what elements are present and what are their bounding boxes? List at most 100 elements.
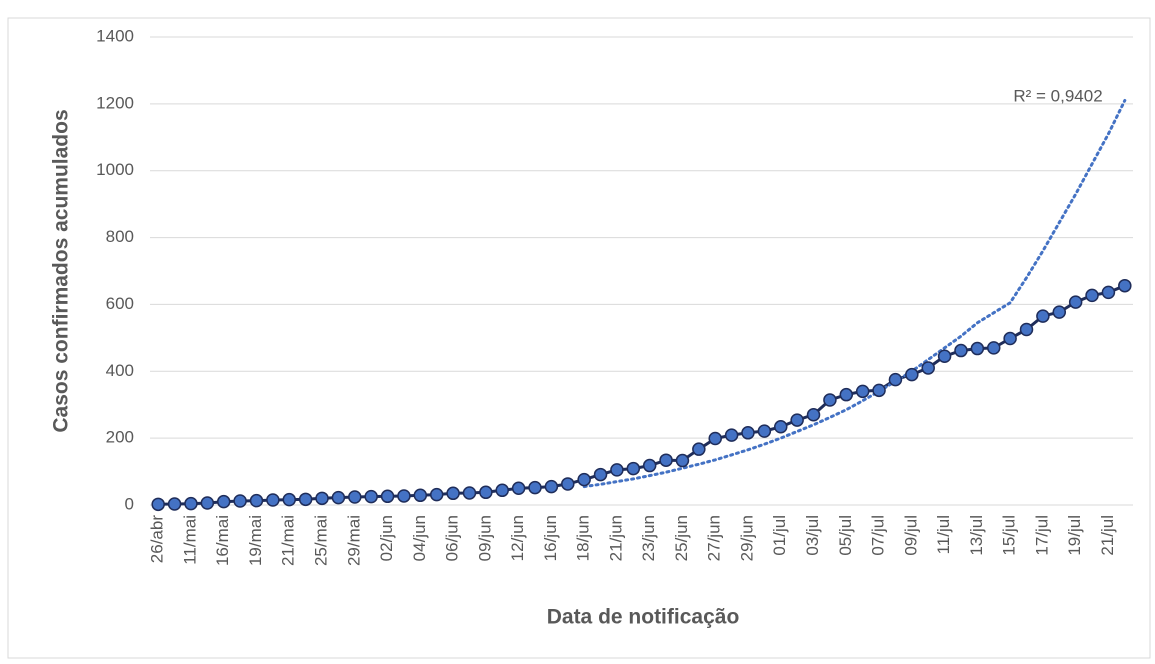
y-tick-label: 600 xyxy=(106,294,134,313)
marker xyxy=(1036,309,1050,323)
y-tick-label: 0 xyxy=(125,494,134,513)
x-tick-label: 12/jun xyxy=(508,515,527,561)
x-tick-label: 11/jul xyxy=(934,515,953,554)
marker xyxy=(167,497,182,511)
x-axis-title: Data de notificação xyxy=(547,606,740,629)
marker xyxy=(1085,288,1099,303)
x-tick-label: 01/jul xyxy=(770,515,789,556)
y-tick-label: 200 xyxy=(106,428,134,447)
y-axis-title: Casos confirmados acumulados xyxy=(50,109,73,432)
trend-line xyxy=(582,99,1127,489)
marker xyxy=(724,428,739,442)
marker xyxy=(348,490,362,504)
x-tick-label: 11/mai xyxy=(180,515,199,565)
y-tick-label: 1200 xyxy=(96,93,134,112)
marker xyxy=(659,453,673,467)
marker xyxy=(954,343,968,358)
x-tick-label: 25/mai xyxy=(312,515,331,566)
x-tick-label: 15/jul xyxy=(1000,515,1019,556)
marker xyxy=(642,458,657,473)
marker xyxy=(298,492,313,507)
marker xyxy=(610,463,624,477)
x-tick-label: 18/jun xyxy=(574,515,593,561)
marker xyxy=(397,489,411,503)
y-tick-label: 400 xyxy=(106,361,134,380)
marker xyxy=(905,367,919,382)
marker xyxy=(1068,295,1083,309)
marker xyxy=(282,492,297,507)
marker xyxy=(708,431,722,446)
marker xyxy=(233,494,247,508)
x-tick-label: 21/mai xyxy=(279,515,298,566)
marker xyxy=(626,461,641,476)
marker xyxy=(561,477,575,491)
x-tick-label: 17/jul xyxy=(1032,515,1051,556)
marker xyxy=(577,472,591,487)
x-tick-label: 21/jun xyxy=(606,515,625,561)
marker xyxy=(216,494,231,509)
marker xyxy=(692,442,706,456)
marker xyxy=(1052,305,1067,319)
marker xyxy=(511,481,526,496)
marker xyxy=(315,491,329,506)
x-tick-label: 27/jun xyxy=(705,515,724,561)
marker xyxy=(806,407,821,422)
x-tick-label: 07/jul xyxy=(869,515,888,556)
x-tick-label: 09/jul xyxy=(901,515,920,556)
x-tick-label: 21/jul xyxy=(1098,515,1117,556)
x-tick-label: 16/jun xyxy=(541,515,560,561)
marker xyxy=(1003,331,1017,346)
marker xyxy=(1118,278,1132,293)
marker xyxy=(446,486,460,501)
marker xyxy=(364,489,378,504)
x-tick-label: 05/jul xyxy=(836,515,855,556)
y-tick-label: 1400 xyxy=(96,26,134,45)
marker xyxy=(888,372,903,387)
x-tick-label: 16/mai xyxy=(213,515,232,566)
marker xyxy=(462,486,477,500)
marker xyxy=(380,489,395,504)
marker xyxy=(429,487,444,502)
marker xyxy=(1019,322,1034,337)
marker xyxy=(790,413,804,427)
marker xyxy=(528,480,542,495)
x-tick-label: 06/jun xyxy=(443,515,462,561)
marker xyxy=(1101,285,1116,300)
marker xyxy=(200,496,215,510)
x-tick-label: 13/jul xyxy=(967,515,986,556)
marker xyxy=(331,490,346,505)
x-tick-label: 19/mai xyxy=(246,515,265,566)
marker xyxy=(151,497,165,512)
x-tick-label: 29/mai xyxy=(344,515,363,566)
marker xyxy=(544,479,559,494)
marker xyxy=(970,341,985,356)
x-tick-label: 03/jul xyxy=(803,515,822,556)
x-tick-label: 09/jun xyxy=(475,515,494,561)
y-tick-label: 1000 xyxy=(96,160,134,179)
marker xyxy=(855,384,870,399)
y-tick-label: 800 xyxy=(106,227,134,246)
x-tick-label: 23/jun xyxy=(639,515,658,561)
marker xyxy=(986,341,1001,355)
marker xyxy=(675,453,690,468)
x-tick-label: 19/jul xyxy=(1065,515,1084,556)
marker xyxy=(839,387,854,402)
marker xyxy=(479,485,493,500)
marker xyxy=(495,483,509,498)
marker xyxy=(823,393,837,407)
marker xyxy=(413,488,428,503)
annotation: R² = 0,9402 xyxy=(1013,86,1102,105)
marker xyxy=(741,426,755,440)
x-tick-label: 04/jun xyxy=(410,515,429,561)
x-tick-label: 25/jun xyxy=(672,515,691,561)
x-tick-label: 29/jun xyxy=(737,515,756,561)
marker xyxy=(593,467,608,482)
x-tick-label: 02/jun xyxy=(377,515,396,561)
marker xyxy=(872,383,886,398)
marker xyxy=(266,493,280,507)
marker xyxy=(774,420,788,434)
marker xyxy=(921,361,935,375)
marker xyxy=(184,496,198,511)
marker xyxy=(249,493,264,508)
